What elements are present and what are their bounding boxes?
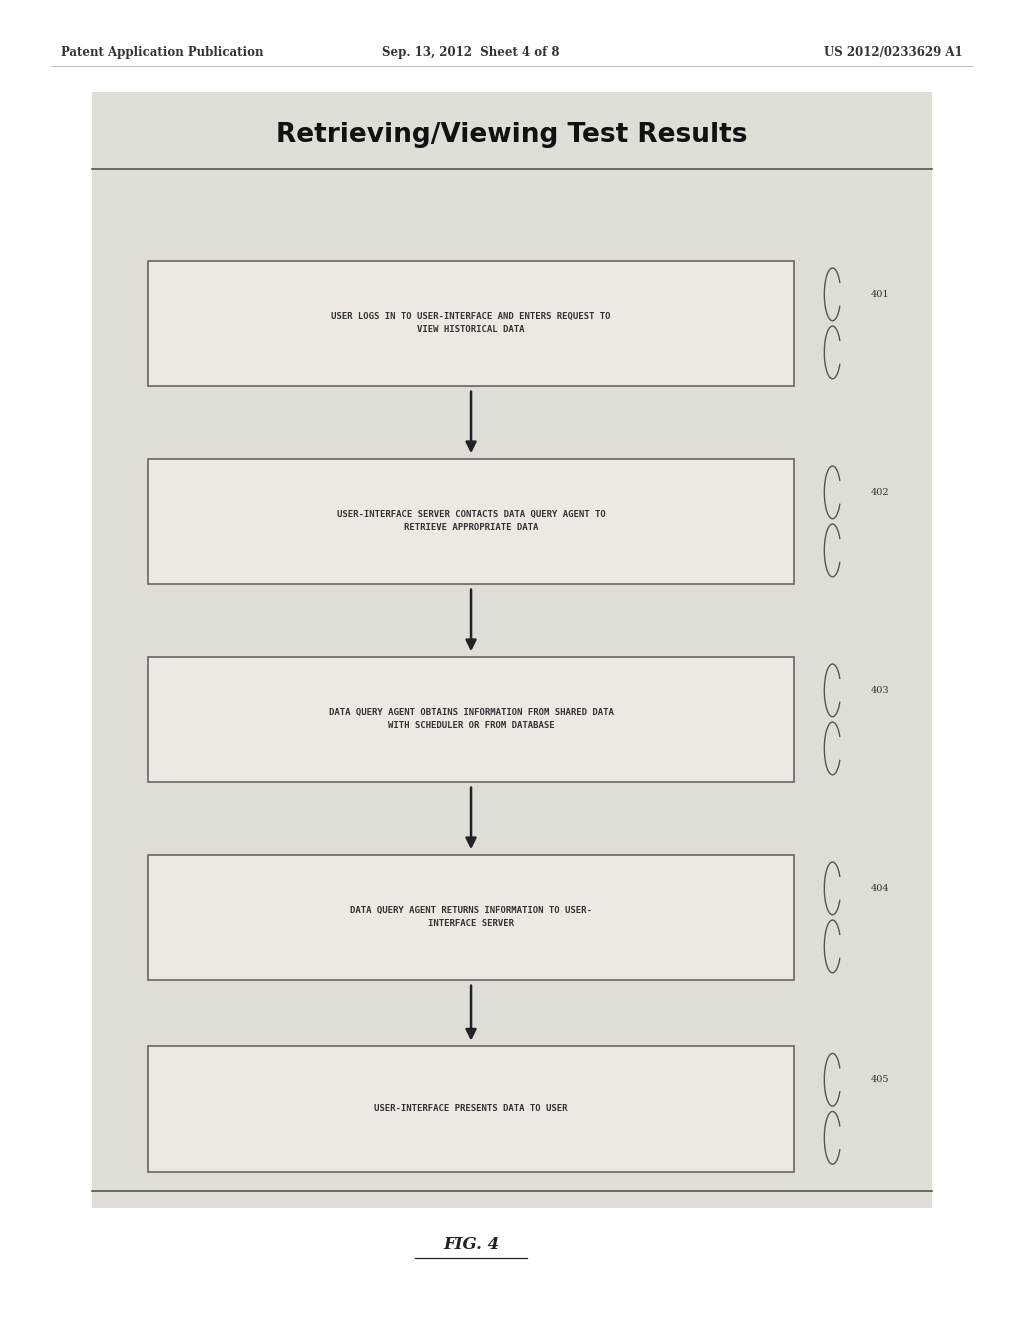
Text: USER-INTERFACE SERVER CONTACTS DATA QUERY AGENT TO
RETRIEVE APPROPRIATE DATA: USER-INTERFACE SERVER CONTACTS DATA QUER… bbox=[337, 511, 605, 532]
Text: USER-INTERFACE PRESENTS DATA TO USER: USER-INTERFACE PRESENTS DATA TO USER bbox=[375, 1105, 567, 1113]
Bar bbox=[148, 459, 794, 583]
Text: Sep. 13, 2012  Sheet 4 of 8: Sep. 13, 2012 Sheet 4 of 8 bbox=[382, 46, 560, 59]
Bar bbox=[148, 656, 794, 781]
Bar bbox=[148, 855, 794, 979]
Text: 405: 405 bbox=[870, 1076, 889, 1084]
Text: DATA QUERY AGENT OBTAINS INFORMATION FROM SHARED DATA
WITH SCHEDULER OR FROM DAT: DATA QUERY AGENT OBTAINS INFORMATION FRO… bbox=[329, 709, 613, 730]
Text: FIG. 4: FIG. 4 bbox=[443, 1237, 499, 1253]
Text: 403: 403 bbox=[870, 686, 889, 694]
Text: 402: 402 bbox=[870, 488, 889, 496]
Bar bbox=[92, 92, 932, 1208]
Bar bbox=[148, 1045, 794, 1172]
Text: Retrieving/Viewing Test Results: Retrieving/Viewing Test Results bbox=[276, 121, 748, 148]
Text: USER LOGS IN TO USER-INTERFACE AND ENTERS REQUEST TO
VIEW HISTORICAL DATA: USER LOGS IN TO USER-INTERFACE AND ENTER… bbox=[332, 313, 610, 334]
Text: DATA QUERY AGENT RETURNS INFORMATION TO USER-
INTERFACE SERVER: DATA QUERY AGENT RETURNS INFORMATION TO … bbox=[350, 907, 592, 928]
Text: US 2012/0233629 A1: US 2012/0233629 A1 bbox=[824, 46, 963, 59]
Bar bbox=[148, 261, 794, 385]
Text: Patent Application Publication: Patent Application Publication bbox=[61, 46, 264, 59]
Text: 401: 401 bbox=[870, 290, 889, 298]
Text: 404: 404 bbox=[870, 884, 889, 892]
